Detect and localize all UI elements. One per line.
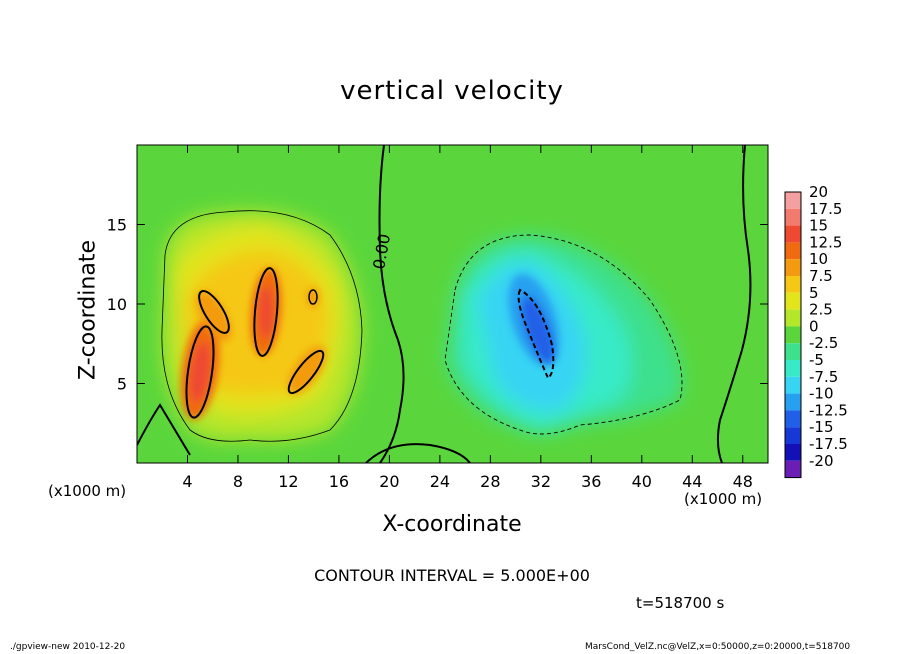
y-tick-label: 15 [107, 216, 127, 235]
colorbar-swatch [785, 343, 801, 360]
colorbar-label: -7.5 [809, 368, 838, 386]
colorbar-swatch [785, 376, 801, 394]
y-unit-label: (x1000 m) [48, 482, 127, 500]
colorbar: 2017.51512.5107.552.50-2.5-5-7.5-10-12.5… [784, 183, 848, 479]
x-tick-label: 24 [430, 472, 450, 491]
x-tick-label: 40 [632, 472, 652, 491]
colorbar-swatch [785, 292, 801, 310]
x-tick-label: 20 [379, 472, 399, 491]
y-tick-label: 5 [117, 375, 127, 394]
colorbar-label: -2.5 [809, 334, 838, 352]
x-unit-label: (x1000 m) [684, 490, 763, 508]
chart-title: vertical velocity [340, 76, 564, 106]
x-tick-label: 44 [682, 472, 702, 491]
colorbar-label: 17.5 [809, 200, 842, 218]
y-axis: 5 10 15 [107, 216, 768, 394]
colorbar-swatch [785, 192, 801, 209]
colorbar-swatch [785, 259, 801, 276]
footer-left: ./gpview-new 2010-12-20 [10, 642, 126, 652]
colorbar-label: -5 [809, 351, 824, 369]
x-tick-label: 36 [581, 472, 601, 491]
colorbar-label: 15 [809, 217, 828, 235]
colorbar-swatch [785, 326, 801, 344]
colorbar-label: 12.5 [809, 233, 842, 251]
x-tick-label: 8 [233, 472, 243, 491]
x-tick-label: 16 [329, 472, 349, 491]
colorbar-label: 2.5 [809, 301, 833, 319]
footer-right: MarsCond_VelZ.nc@VelZ,x=0:50000,z=0:2000… [585, 642, 851, 652]
time-label: t=518700 s [636, 594, 725, 612]
colorbar-label: -10 [809, 385, 834, 403]
colorbar-label: -20 [809, 452, 834, 470]
colorbar-swatch [785, 360, 801, 377]
colorbar-label: -15 [809, 418, 834, 436]
x-tick-label: 4 [182, 472, 192, 491]
x-tick-label: 32 [531, 472, 551, 491]
colorbar-swatch [785, 309, 801, 327]
velocity-field [137, 145, 768, 463]
colorbar-label: 0 [809, 317, 819, 335]
colorbar-swatch [785, 276, 801, 293]
colorbar-swatch [785, 427, 801, 444]
colorbar-label: -12.5 [809, 401, 848, 419]
colorbar-swatch [785, 460, 801, 478]
colorbar-label: -17.5 [809, 435, 848, 453]
x-tick-label: 12 [278, 472, 298, 491]
y-axis-title: Z-coordinate [75, 240, 101, 380]
contour-interval-label: CONTOUR INTERVAL = 5.000E+00 [314, 566, 590, 585]
colorbar-swatch [785, 208, 801, 226]
colorbar-frame [784, 191, 802, 479]
x-axis-title: X-coordinate [382, 512, 522, 537]
colorbar-label: 7.5 [809, 267, 833, 285]
colorbar-label: 20 [809, 183, 828, 201]
colorbar-label: 5 [809, 284, 819, 302]
colorbar-swatch [785, 393, 801, 411]
y-tick-label: 10 [107, 295, 127, 314]
colorbar-swatch [785, 410, 801, 428]
colorbar-swatch [785, 444, 801, 461]
x-tick-label: 28 [480, 472, 500, 491]
colorbar-swatch [785, 225, 801, 243]
x-tick-label: 48 [733, 472, 753, 491]
x-axis: 4 8 12 16 20 24 28 32 36 40 44 48 [182, 145, 753, 491]
colorbar-swatch [785, 242, 801, 260]
colorbar-label: 10 [809, 250, 828, 268]
